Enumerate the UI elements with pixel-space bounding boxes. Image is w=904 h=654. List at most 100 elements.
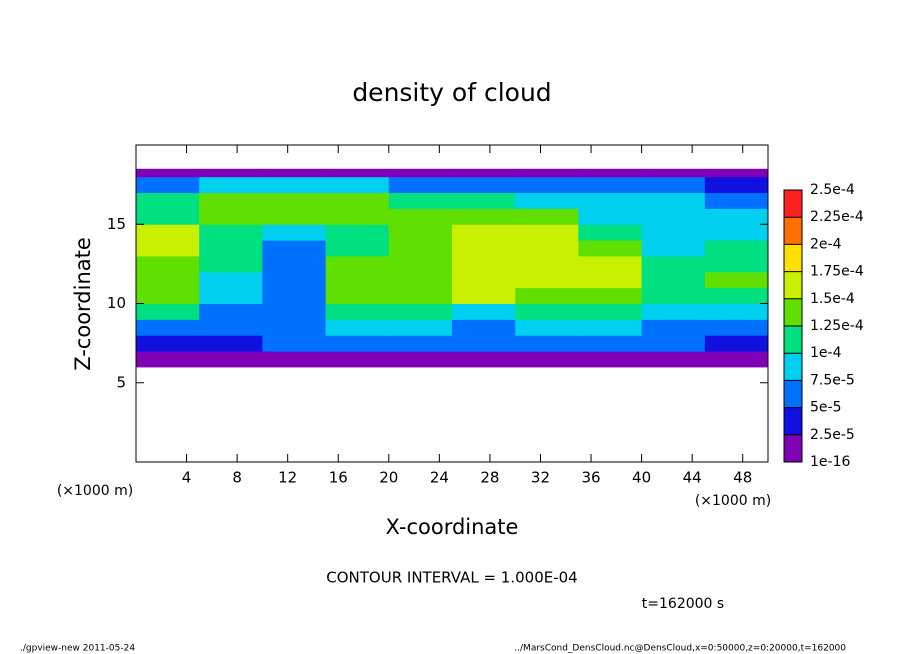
heat-cell bbox=[325, 319, 390, 336]
heat-cell bbox=[578, 208, 643, 225]
heat-cell bbox=[452, 303, 516, 320]
heat-cell bbox=[578, 351, 643, 368]
colorbar-label: 7.5e-5 bbox=[810, 372, 855, 388]
colorbar-band bbox=[784, 434, 802, 462]
colorbar-band bbox=[784, 326, 802, 354]
colorbar-band bbox=[784, 298, 802, 326]
heat-cell bbox=[704, 240, 769, 257]
heat-cell bbox=[578, 240, 643, 257]
heat-cell bbox=[325, 192, 390, 209]
heat-cell bbox=[325, 208, 390, 225]
heat-cell bbox=[641, 319, 706, 336]
x-tick-label: 32 bbox=[531, 469, 550, 487]
x-tick-label: 48 bbox=[733, 469, 752, 487]
heat-cell bbox=[388, 176, 453, 194]
heat-cell bbox=[136, 287, 200, 304]
heat-cell bbox=[136, 351, 200, 368]
heat-cell bbox=[515, 335, 579, 352]
heat-cell bbox=[452, 319, 516, 336]
heat-cell bbox=[262, 208, 327, 225]
heat-cell bbox=[704, 287, 769, 304]
heat-cell bbox=[452, 271, 516, 289]
heat-cell bbox=[641, 303, 706, 320]
heat-cell bbox=[388, 319, 453, 336]
heat-cell bbox=[325, 224, 390, 241]
heat-cell bbox=[578, 335, 643, 352]
x-tick-label: 28 bbox=[480, 469, 499, 487]
colorbar-label: 1.75e-4 bbox=[810, 264, 864, 280]
heat-cell bbox=[325, 303, 390, 320]
heat-cell bbox=[388, 224, 453, 241]
heat-cell bbox=[515, 255, 579, 273]
colorbar-label: 5e-5 bbox=[810, 400, 841, 416]
heat-cell bbox=[704, 319, 769, 336]
heat-cell bbox=[388, 271, 453, 289]
heat-cell bbox=[452, 287, 516, 304]
x-tick-label: 24 bbox=[430, 469, 449, 487]
chart-title: density of cloud bbox=[352, 78, 551, 107]
heat-cell bbox=[388, 240, 453, 257]
x-tick-label: 4 bbox=[182, 469, 192, 487]
heat-cell bbox=[262, 192, 327, 209]
colorbar-label: 2.25e-4 bbox=[810, 209, 864, 225]
heat-cell bbox=[199, 208, 263, 225]
heat-cell bbox=[515, 271, 579, 289]
heat-cell bbox=[452, 208, 516, 225]
heat-cell bbox=[452, 240, 516, 257]
heat-cell bbox=[199, 351, 263, 368]
colorbar-band bbox=[784, 380, 802, 408]
contour-note: CONTOUR INTERVAL = 1.000E-04 bbox=[326, 569, 577, 587]
heat-cell bbox=[515, 351, 579, 368]
colorbar-label: 2.5e-4 bbox=[810, 182, 855, 198]
heat-cell bbox=[388, 208, 453, 225]
colorbar-band bbox=[784, 190, 802, 218]
heat-cell bbox=[641, 208, 706, 225]
x-tick-label: 36 bbox=[581, 469, 600, 487]
footer-left: ./gpview-new 2011-05-24 bbox=[20, 644, 135, 654]
heat-cell bbox=[452, 224, 516, 241]
y-tick-label: 15 bbox=[107, 215, 126, 233]
heat-cell bbox=[325, 255, 390, 273]
colorbar-band bbox=[784, 217, 802, 245]
heat-cell bbox=[578, 176, 643, 194]
heat-cell bbox=[136, 335, 200, 352]
heat-cell bbox=[199, 303, 263, 320]
time-note: t=162000 s bbox=[642, 596, 724, 612]
heat-cell bbox=[452, 176, 516, 194]
footer-right: ../MarsCond_DensCloud.nc@DensCloud,x=0:5… bbox=[514, 644, 846, 654]
x-tick-label: 8 bbox=[232, 469, 242, 487]
colorbar-label: 1e-16 bbox=[810, 454, 850, 470]
heat-cell bbox=[452, 255, 516, 273]
y-tick-label: 5 bbox=[116, 373, 126, 391]
heat-cell bbox=[704, 335, 769, 352]
x-unit-label: (×1000 m) bbox=[695, 493, 771, 509]
heat-cell bbox=[578, 192, 643, 209]
heat-cell bbox=[578, 224, 643, 241]
heat-cell bbox=[325, 287, 390, 304]
heat-cell bbox=[704, 255, 769, 273]
heat-cell bbox=[136, 319, 200, 336]
heat-cell bbox=[515, 176, 579, 194]
heat-cell bbox=[515, 287, 579, 304]
colorbar-band bbox=[784, 244, 802, 272]
heat-cell bbox=[199, 287, 263, 304]
heat-cell bbox=[325, 168, 390, 178]
heat-cell bbox=[515, 168, 579, 178]
heat-cell bbox=[199, 168, 263, 178]
heat-cell bbox=[136, 303, 200, 320]
heat-cell bbox=[136, 208, 200, 225]
heat-cell bbox=[452, 335, 516, 352]
heat-cell bbox=[136, 271, 200, 289]
heat-cell bbox=[262, 224, 327, 241]
heat-cell bbox=[136, 168, 200, 178]
colorbar-label: 2.5e-5 bbox=[810, 427, 855, 443]
heat-cell bbox=[641, 351, 706, 368]
heat-cell bbox=[325, 176, 390, 194]
x-tick-label: 20 bbox=[379, 469, 398, 487]
heat-cell bbox=[199, 240, 263, 257]
heat-cell bbox=[262, 351, 327, 368]
heat-cell bbox=[452, 192, 516, 209]
y-unit-label: (×1000 m) bbox=[57, 483, 133, 499]
heat-cell bbox=[515, 208, 579, 225]
heat-cell bbox=[262, 271, 327, 289]
